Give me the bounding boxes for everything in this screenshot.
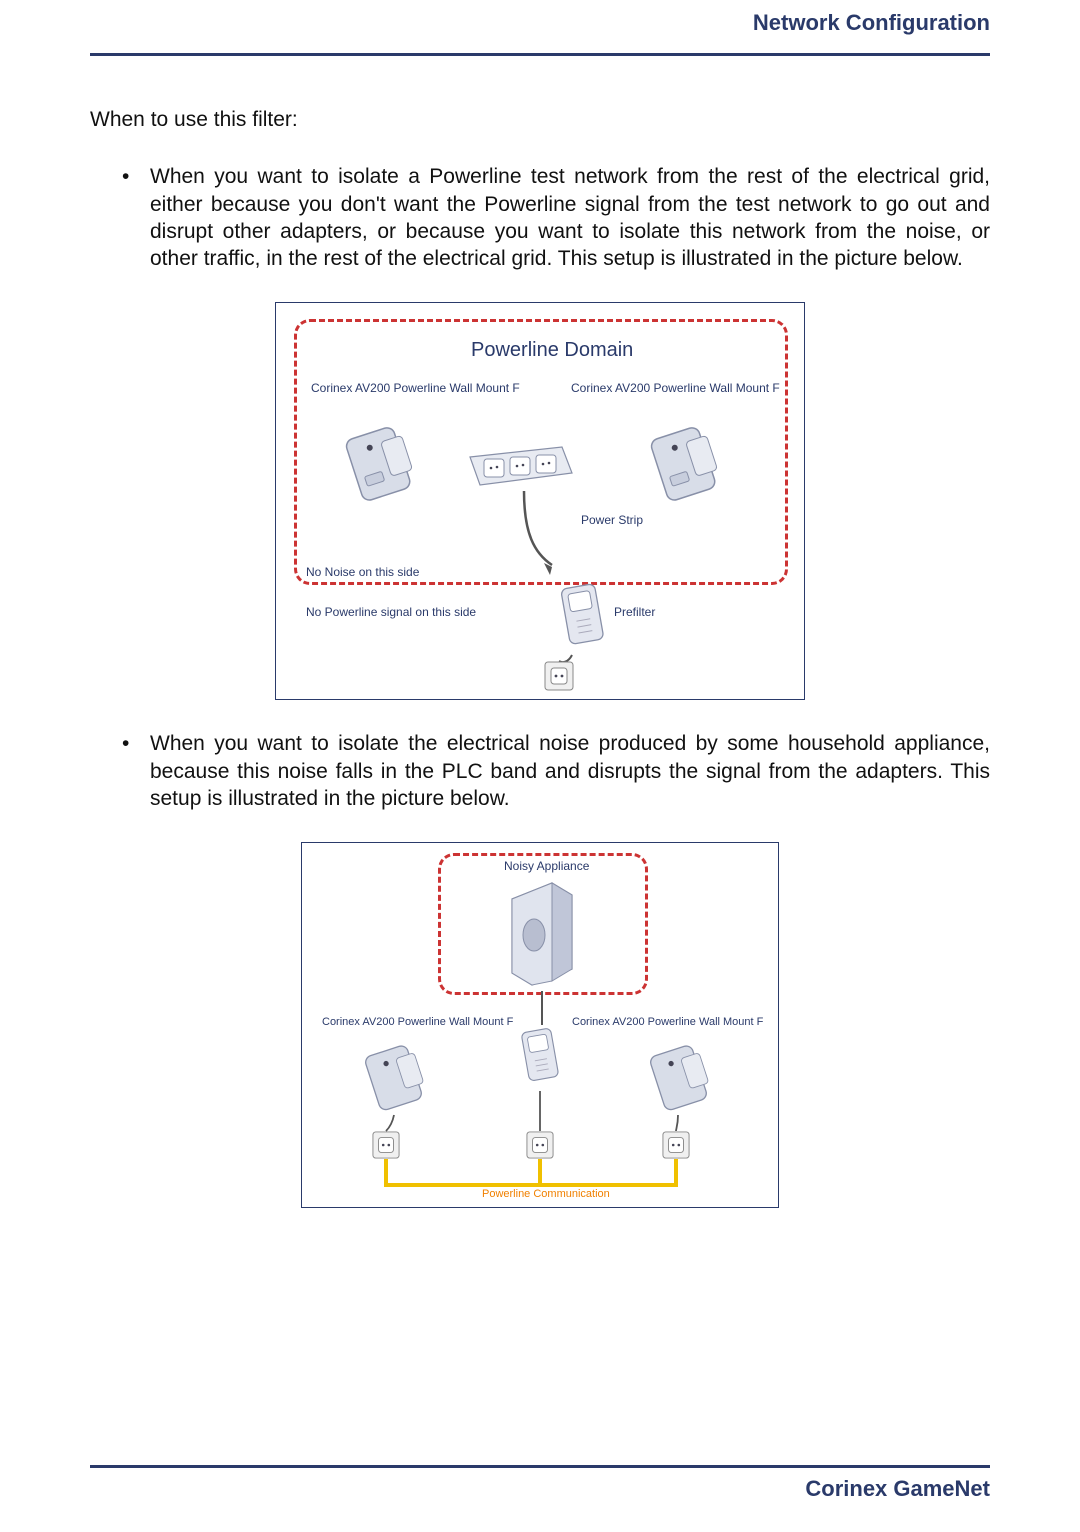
prefilter-icon (556, 578, 611, 658)
prefilter-label: Prefilter (614, 605, 655, 621)
fig2-outlet-left-icon (372, 1131, 400, 1159)
fig1-adapter-right-label: Corinex AV200 Powerline Wall Mount F (571, 381, 780, 397)
bullet-list-2: When you want to isolate the electrical … (90, 730, 990, 812)
figure-noisy-appliance: Noisy Appliance Corinex AV200 Powerline … (301, 842, 779, 1208)
fig2-prefilter-icon (517, 1023, 565, 1093)
figure-powerline-domain: Powerline Domain Corinex AV200 Powerline… (275, 302, 805, 700)
bullet-1: When you want to isolate a Powerline tes… (150, 163, 990, 272)
body-text: When to use this filter: When you want t… (90, 106, 990, 1208)
adapter-right-icon (636, 413, 736, 513)
header-rule (90, 53, 990, 56)
fig1-title: Powerline Domain (471, 337, 633, 363)
lead-text: When to use this filter: (90, 106, 990, 133)
fig2-outlet-right-icon (662, 1131, 690, 1159)
page-header: Network Configuration (90, 0, 990, 56)
bullet-2: When you want to isolate the electrical … (150, 730, 990, 812)
no-signal-label: No Powerline signal on this side (306, 605, 476, 621)
powerline-comm-label: Powerline Communication (482, 1187, 610, 1201)
fig2-adapter-right-label: Corinex AV200 Powerline Wall Mount F (572, 1015, 763, 1029)
header-title: Network Configuration (753, 10, 990, 36)
footer-title: Corinex GameNet (90, 1476, 990, 1502)
power-strip-label: Power Strip (581, 513, 643, 529)
page-footer: Corinex GameNet (90, 1465, 990, 1502)
fig2-adapter-left-icon (352, 1033, 440, 1121)
appliance-icon (492, 869, 592, 999)
footer-rule (90, 1465, 990, 1468)
fig2-adapter-left-label: Corinex AV200 Powerline Wall Mount F (322, 1015, 513, 1029)
bullet-list: When you want to isolate a Powerline tes… (90, 163, 990, 272)
wall-outlet-icon (544, 661, 574, 691)
power-strip-icon (466, 443, 576, 493)
page: Network Configuration 43 When to use thi… (0, 0, 1080, 1532)
fig1-adapter-left-label: Corinex AV200 Powerline Wall Mount F (311, 381, 520, 397)
adapter-left-icon (331, 413, 431, 513)
fig2-outlet-mid-icon (526, 1131, 554, 1159)
fig2-adapter-right-icon (637, 1033, 725, 1121)
no-noise-label: No Noise on this side (306, 565, 419, 581)
